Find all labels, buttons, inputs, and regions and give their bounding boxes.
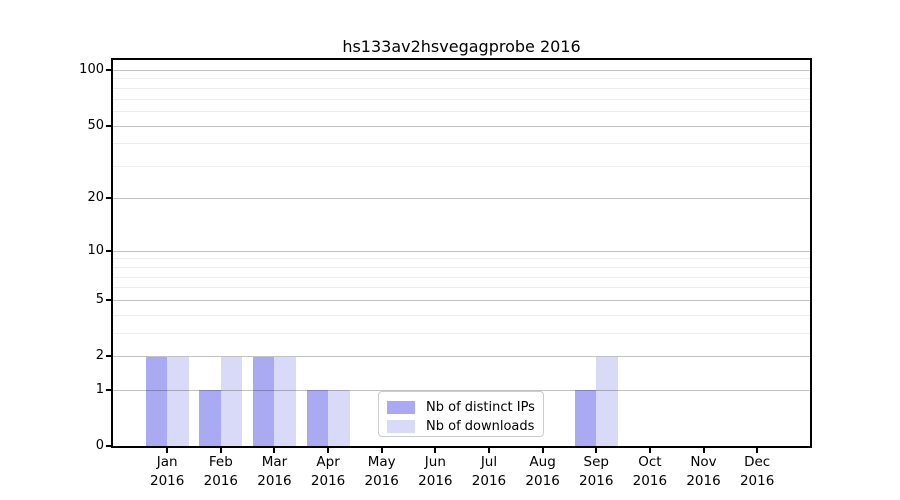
x-tick-label-dec-2016: Dec 2016 [739,454,775,489]
legend-label-distinct-ips: Nb of distinct IPs [426,400,535,415]
y-tick-mark-100 [106,69,113,71]
bar-nb-of-distinct-ips-sep-2016 [574,389,597,446]
plot-area: Nb of distinct IPs Nb of downloads [113,60,810,446]
x-tick-label-may-2016: May 2016 [364,454,399,489]
gridline-minor-6 [113,287,810,289]
x-tick-label-mar-2016: Mar 2016 [257,454,292,489]
y-tick-label-20: 20 [87,189,104,205]
x-tick-mark-may-2016 [380,446,383,453]
x-tick-mark-jan-2016 [166,446,169,453]
x-tick-mark-aug-2016 [541,446,544,453]
gridline-minor-40 [113,143,810,145]
gridline-minor-30 [113,166,810,168]
x-tick-mark-apr-2016 [327,446,330,453]
y-tick-mark-5 [106,299,113,302]
gridline-major-50 [113,125,810,127]
bar-nb-of-downloads-mar-2016 [274,356,296,446]
x-tick-label-feb-2016: Feb 2016 [203,454,238,489]
x-tick-label-jan-2016: Jan 2016 [150,454,185,489]
gridline-minor-4 [113,314,810,316]
bar-nb-of-distinct-ips-feb-2016 [199,389,221,446]
x-tick-mark-mar-2016 [273,446,276,453]
chart-title: hs133av2hsvegagprobe 2016 [342,37,581,56]
x-tick-mark-nov-2016 [702,446,705,453]
y-tick-mark-10 [106,249,113,252]
y-tick-mark-20 [106,196,113,199]
bar-nb-of-distinct-ips-mar-2016 [252,356,275,446]
x-tick-label-nov-2016: Nov 2016 [686,454,721,489]
gridline-minor-80 [113,87,810,89]
gridline-minor-3 [113,333,810,335]
gridline-major-5 [113,300,810,302]
x-tick-label-jul-2016: Jul 2016 [471,454,507,489]
x-tick-label-jun-2016: Jun 2016 [418,454,453,489]
y-tick-mark-0 [106,445,113,447]
y-tick-mark-50 [106,124,113,127]
legend-label-downloads: Nb of downloads [426,419,535,434]
y-tick-label-0: 0 [95,438,104,453]
y-tick-label-50: 50 [87,117,104,133]
bar-nb-of-downloads-apr-2016 [328,389,350,446]
x-tick-mark-feb-2016 [219,446,222,453]
x-tick-label-apr-2016: Apr 2016 [310,454,346,489]
bar-nb-of-downloads-sep-2016 [596,356,618,446]
gridline-minor-70 [113,98,810,100]
bar-nb-of-distinct-ips-jan-2016 [145,356,168,446]
y-tick-label-5: 5 [95,292,104,308]
gridline-major-100 [113,70,810,71]
legend-item-distinct-ips: Nb of distinct IPs [387,398,543,417]
bar-nb-of-downloads-feb-2016 [220,356,243,446]
gridline-major-10 [113,250,810,252]
y-tick-mark-2 [106,355,113,358]
bar-nb-of-distinct-ips-apr-2016 [306,389,329,446]
x-tick-mark-jul-2016 [487,446,490,453]
legend-swatch-downloads [387,420,415,433]
gridline-minor-60 [113,111,810,113]
gridline-minor-9 [113,258,810,260]
y-tick-label-10: 10 [87,242,104,258]
gridline-minor-7 [113,276,810,278]
gridline-minor-90 [113,78,810,80]
x-tick-label-sep-2016: Sep 2016 [579,454,614,489]
x-tick-label-oct-2016: Oct 2016 [632,454,668,489]
legend-swatch-distinct-ips [387,401,415,414]
x-tick-mark-dec-2016 [756,446,759,453]
bar-nb-of-downloads-jan-2016 [167,356,189,446]
x-tick-mark-oct-2016 [648,446,651,453]
gridline-major-2 [113,356,810,358]
y-tick-mark-1 [106,388,113,391]
legend: Nb of distinct IPs Nb of downloads [378,391,544,437]
x-tick-mark-sep-2016 [595,446,598,453]
gridline-major-20 [113,197,810,199]
y-tick-label-2: 2 [95,348,104,364]
x-tick-mark-jun-2016 [434,446,437,453]
legend-item-downloads: Nb of downloads [387,417,543,436]
y-tick-label-1: 1 [95,381,104,397]
gridline-minor-8 [113,266,810,268]
x-tick-label-aug-2016: Aug 2016 [525,454,560,489]
y-tick-label-100: 100 [79,62,104,77]
